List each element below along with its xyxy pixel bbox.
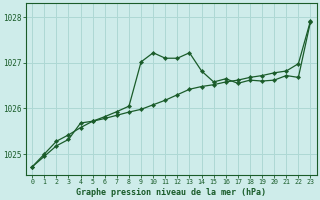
X-axis label: Graphe pression niveau de la mer (hPa): Graphe pression niveau de la mer (hPa) (76, 188, 266, 197)
